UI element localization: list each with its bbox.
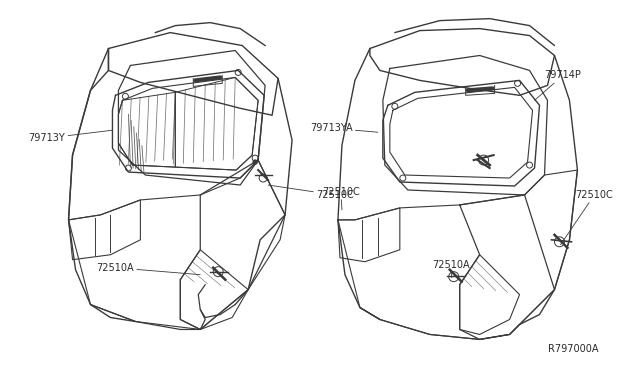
Text: 79713Y: 79713Y [29,130,113,143]
Text: 72510C: 72510C [561,190,613,245]
Text: 72510C: 72510C [268,185,354,200]
Text: 79713YA: 79713YA [310,123,378,133]
Text: 72510A: 72510A [432,260,469,278]
Text: 79714P: 79714P [534,70,581,100]
Circle shape [253,160,257,164]
Text: 72510C: 72510C [322,187,360,210]
Text: 72510A: 72510A [97,263,200,275]
Text: R797000A: R797000A [547,344,598,355]
